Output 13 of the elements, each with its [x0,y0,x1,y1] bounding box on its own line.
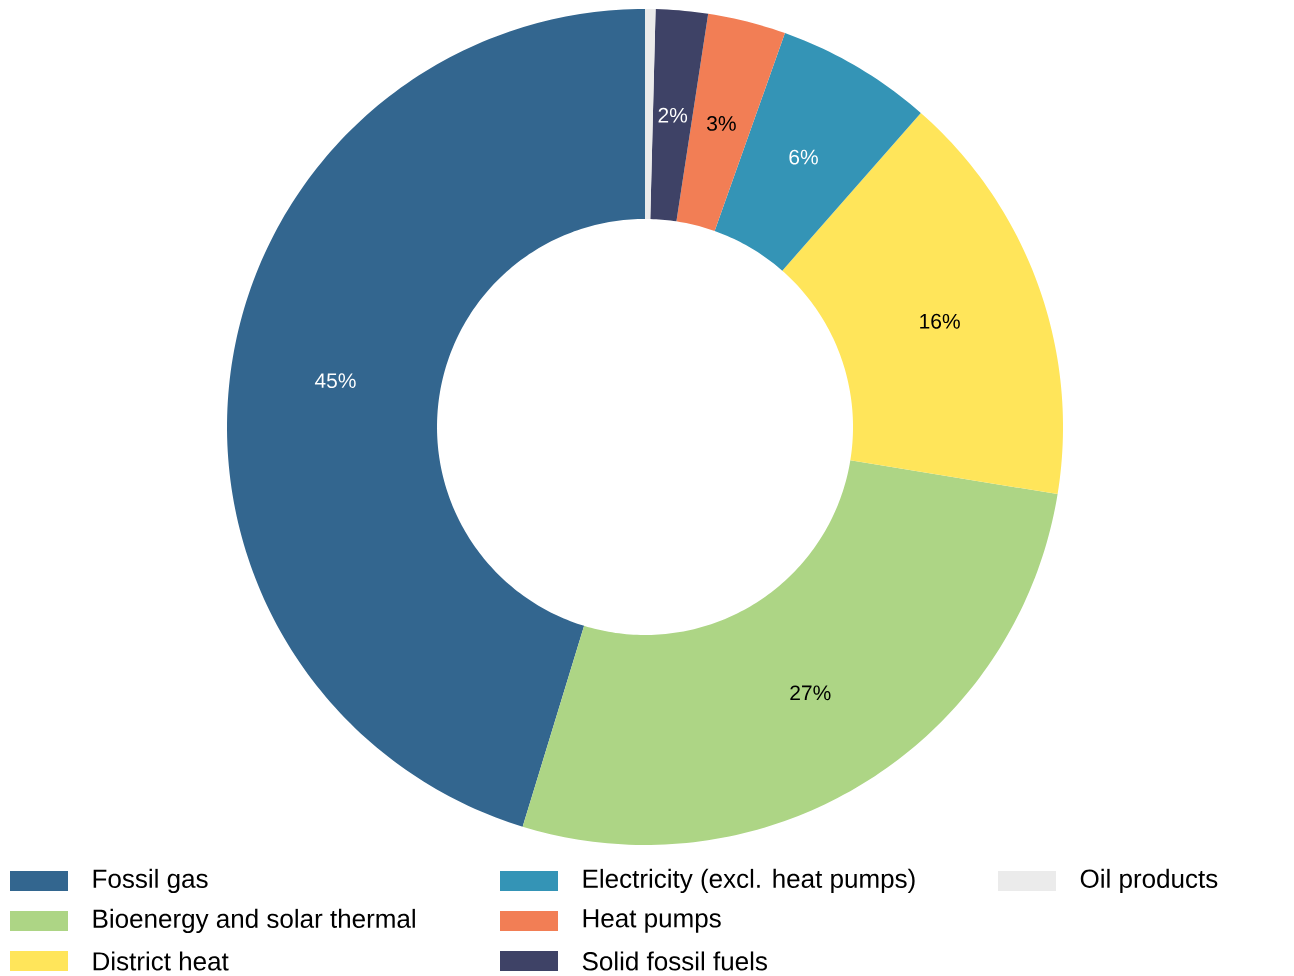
legend-label: Oil products [1080,868,1218,894]
legend-label: District heat [93,951,229,971]
data-label: 27% [790,685,831,701]
legend-label: Solid fossil fuels [582,951,767,971]
legend-label: Heat pumps [583,909,721,933]
data-label: 6% [789,149,818,165]
legend-label: Fossil gas [93,868,208,894]
data-label: 3% [707,116,736,131]
data-label: 45% [314,373,356,389]
data-label: 2% [658,107,688,123]
data-label: 16% [920,313,960,329]
legend-label: Electricity (excl. heat pumps) [583,868,915,894]
legend-label: Bioenergy and solar thermal [93,908,415,934]
